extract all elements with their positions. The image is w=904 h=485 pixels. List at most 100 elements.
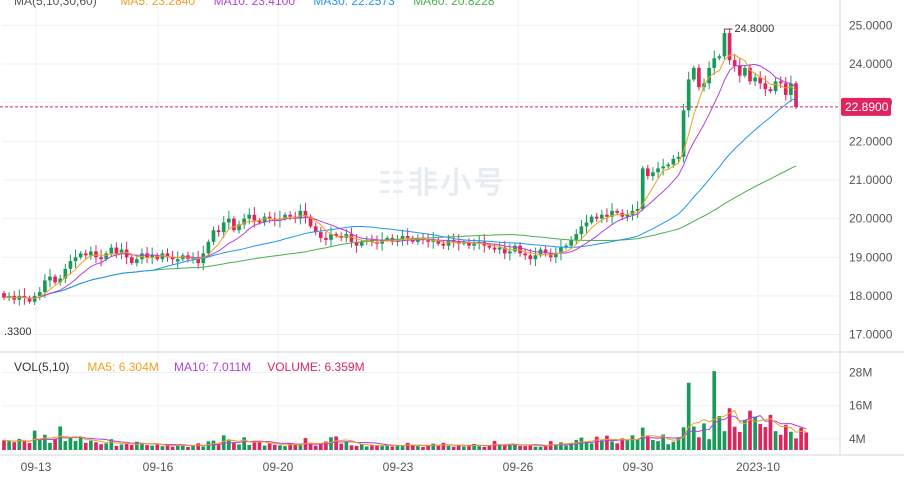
ma30-line [3, 97, 797, 299]
candle-body [68, 261, 73, 269]
candle-body [400, 236, 405, 240]
candle-body [768, 89, 773, 92]
volume-bar [150, 445, 155, 450]
ma-legend-title: MA(5,10,30,60) [14, 0, 97, 8]
candle-body [753, 77, 757, 82]
volume-bar [778, 434, 783, 450]
ma10-legend: MA10: 23.4100 [213, 0, 295, 8]
candle-body [329, 234, 333, 240]
volume-bar [73, 440, 78, 450]
volume-bar [78, 436, 83, 450]
volume-bar [451, 446, 456, 450]
volume-bar [569, 443, 574, 450]
volume-bar [671, 441, 676, 450]
volume-bar [232, 443, 236, 450]
volume-bar [380, 446, 384, 450]
candle-body [615, 210, 620, 213]
volume-bar [472, 443, 476, 450]
candle-body [584, 222, 589, 227]
volume-bar [359, 444, 364, 450]
volume-bar [487, 445, 492, 450]
ma30-legend: MA30: 22.2573 [313, 0, 395, 8]
candle-body [313, 226, 318, 233]
candle-body [283, 214, 287, 219]
volume-bar [262, 445, 267, 450]
candle-body [691, 67, 696, 80]
candle-body [681, 110, 686, 157]
volume-bar [237, 444, 241, 450]
candle-body [763, 83, 768, 90]
volume-bar [252, 441, 257, 450]
candle-body [170, 257, 175, 260]
candle-body [104, 253, 109, 260]
volume-bar [216, 443, 221, 450]
volume-bar [753, 416, 757, 450]
candle-body [732, 60, 737, 66]
volume-bar [170, 446, 175, 450]
high-marker [723, 28, 733, 34]
volume-bar [737, 432, 742, 450]
candle-body [707, 67, 711, 84]
volume-bar [594, 436, 599, 450]
candle-body [523, 253, 528, 256]
candle-body [748, 67, 752, 82]
volume-bar [426, 445, 430, 450]
candle-body [237, 224, 241, 231]
candle-body [48, 276, 52, 281]
volume-bar [48, 442, 52, 450]
volume-bar [727, 408, 732, 450]
vol-ma5-line [3, 410, 807, 447]
volume-bar [620, 438, 625, 450]
candle-body [58, 278, 63, 283]
volume-bar [462, 446, 466, 450]
candle-body [150, 255, 155, 258]
volume-bar [497, 444, 502, 450]
volume-bar [482, 446, 487, 450]
volume-bar [94, 442, 98, 450]
volume-bar [283, 446, 287, 450]
volume-bar [799, 427, 803, 450]
volume-bar [313, 445, 318, 450]
volume-bar [318, 443, 323, 450]
price-tick-label: 20.0000 [849, 212, 893, 226]
volume-bar [436, 445, 441, 450]
volume-bar [661, 434, 665, 450]
candle-body [651, 172, 655, 177]
volume-bar [226, 439, 231, 450]
volume-bar [431, 443, 436, 450]
volume-bar [589, 443, 594, 450]
candle-body [262, 216, 267, 223]
volume-bar [135, 441, 139, 450]
volume-bar [712, 371, 717, 450]
candle-body [114, 247, 119, 254]
volume-bar [175, 445, 180, 450]
volume-bar [211, 440, 216, 450]
candle-body [441, 243, 446, 246]
candle-body [32, 295, 37, 302]
candle-body [492, 247, 497, 250]
candle-body [589, 216, 594, 223]
volume-bar [99, 444, 103, 450]
candle-body [53, 276, 57, 283]
volume-bar [625, 440, 630, 450]
volume-bar [421, 446, 425, 450]
volume-bar [257, 440, 262, 450]
candle-body [206, 241, 211, 254]
volume-bar [68, 437, 73, 450]
volume-bar [533, 446, 538, 450]
candle-body [528, 255, 533, 260]
volume-bar [298, 445, 303, 450]
volume-bar [635, 439, 640, 450]
volume-bar [201, 446, 206, 450]
grid [2, 0, 840, 450]
candle-body [661, 166, 665, 169]
volume-bar [605, 435, 609, 450]
volume-bar [324, 441, 328, 450]
candle-body [727, 33, 732, 61]
candle-body [22, 295, 27, 298]
volume-bar [43, 434, 47, 450]
candle-body [610, 210, 614, 217]
vol-ma10-line [3, 415, 807, 447]
candle-body [211, 230, 216, 242]
